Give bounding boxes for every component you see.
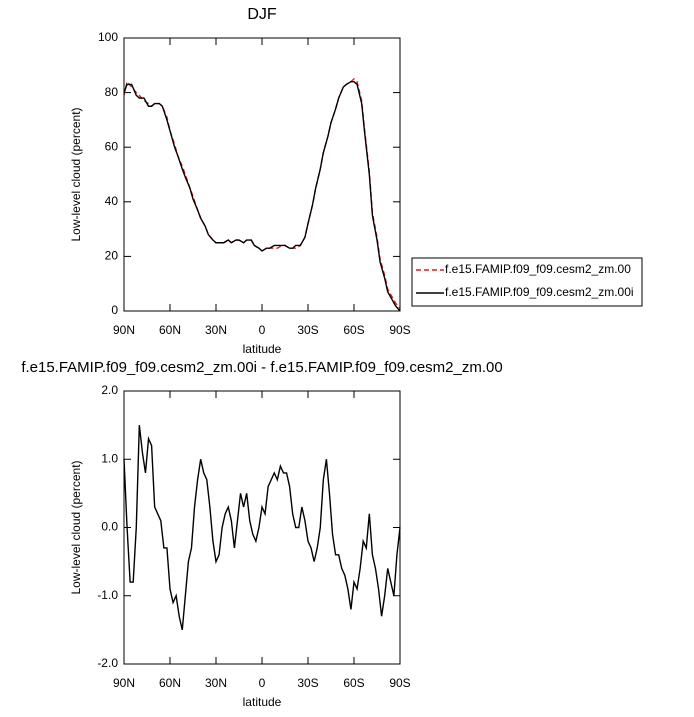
legend-box [411,257,643,307]
x-tick-label: 90S [389,676,410,690]
y-tick-label: 2.0 [101,383,118,397]
y-tick-label: 1.0 [101,451,118,465]
x-tick-label: 0 [259,323,266,337]
y-axis-label: Low-level cloud (percent) [69,107,83,241]
x-tick-label: 30N [205,676,227,690]
x-tick-label: 60S [343,676,364,690]
data-line [123,80,401,312]
y-tick-label: 60 [105,139,119,153]
plot-frame [123,37,401,312]
y-tick-label: 100 [98,30,118,44]
x-tick-label: 30S [297,676,318,690]
y-tick-label: -1.0 [97,588,118,602]
y-tick-label: 0 [111,303,118,317]
x-tick-label: 90N [113,323,135,337]
chart-title: f.e15.FAMIP.f09_f09.cesm2_zm.00i - f.e15… [21,359,502,376]
legend-label: f.e15.FAMIP.f09_f09.cesm2_zm.00 [445,262,631,276]
legend-label: f.e15.FAMIP.f09_f09.cesm2_zm.00i [445,285,634,299]
plot-frame [123,390,401,665]
x-tick-label: 30S [297,323,318,337]
y-tick-label: 80 [105,85,119,99]
x-tick-label: 60N [159,676,181,690]
y-tick-label: 20 [105,249,119,263]
x-tick-label: 60N [159,323,181,337]
y-tick-label: 40 [105,194,119,208]
x-tick-label: 30N [205,323,227,337]
x-axis-label: latitude [243,695,282,709]
y-tick-label: 0.0 [101,520,118,534]
y-tick-label: -2.0 [97,656,118,670]
x-tick-label: 0 [259,676,266,690]
data-line [123,425,401,631]
x-tick-label: 90N [113,676,135,690]
x-tick-label: 60S [343,323,364,337]
x-tick-label: 90S [389,323,410,337]
chart-title: DJF [247,6,277,23]
y-axis-label: Low-level cloud (percent) [69,460,83,594]
x-axis-label: latitude [243,342,282,356]
